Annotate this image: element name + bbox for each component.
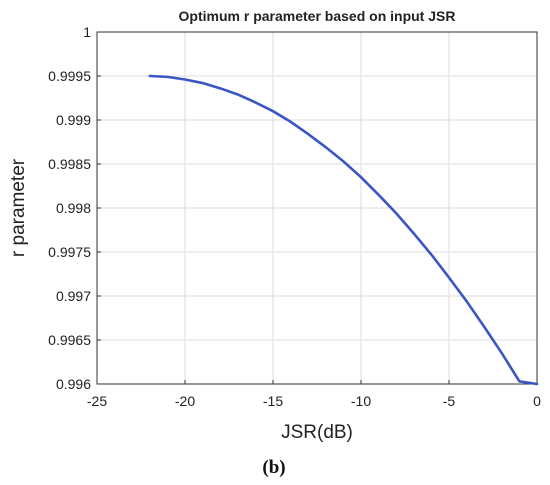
grid-lines — [96, 31, 538, 385]
x-tick-label: -10 — [351, 393, 371, 409]
y-tick-label: 0.9995 — [48, 68, 91, 84]
y-tick-label: 0.998 — [56, 200, 91, 216]
x-tick-label: -5 — [443, 393, 456, 409]
axis-ticks: -25 -20 -15 -10 -5 0 0.996 0.9965 0.997 0.9975 0.9… — [48, 24, 541, 409]
x-tick-label: -15 — [263, 393, 283, 409]
x-tick-label: -20 — [175, 393, 195, 409]
y-tick-label: 0.9965 — [48, 332, 91, 348]
y-tick-label: 0.999 — [56, 112, 91, 128]
y-tick-label: 1 — [83, 24, 91, 40]
y-tick-label: 0.997 — [56, 288, 91, 304]
x-axis-label: JSR(dB) — [281, 422, 353, 443]
x-tick-label: -25 — [87, 393, 107, 409]
y-tick-label: 0.996 — [56, 376, 91, 392]
y-tick-label: 0.9975 — [48, 244, 91, 260]
figure-caption: (b) — [262, 457, 285, 478]
series-line — [148, 74, 539, 386]
y-tick-label: 0.9985 — [48, 156, 91, 172]
series-layer — [148, 74, 539, 386]
x-tick-label: 0 — [533, 393, 541, 409]
chart-title: Optimum r parameter based on input JSR — [179, 8, 456, 24]
y-axis-label: r parameter — [8, 158, 29, 257]
